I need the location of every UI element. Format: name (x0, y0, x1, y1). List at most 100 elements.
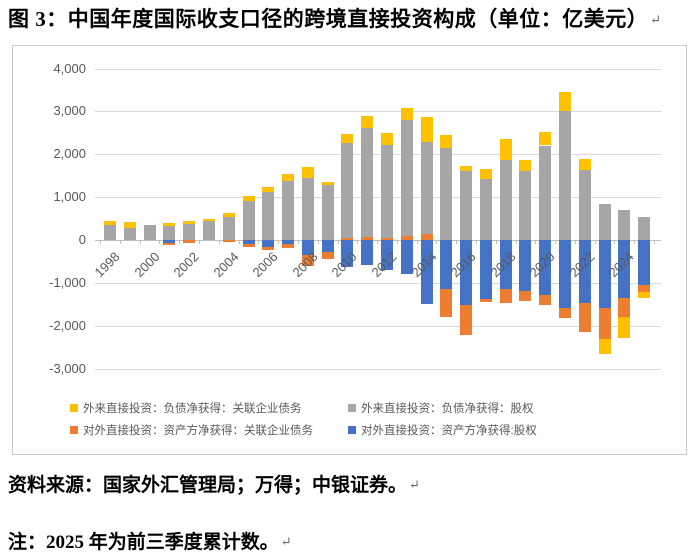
bar-segment-2019-odi-equity (519, 240, 532, 292)
gridline (95, 282, 661, 284)
legend-item-fdi-equity: 外来直接投资：负债净获得：股权 (348, 401, 534, 415)
bar-segment-2019-odi-affiliate-debt (519, 291, 532, 301)
bar-segment-2005-odi-affiliate-debt (242, 244, 255, 248)
bar-segment-2021-odi-equity (558, 240, 571, 308)
axis-tick (654, 240, 655, 244)
bar-segment-2022-odi-affiliate-debt (578, 303, 591, 332)
bar-segment-2021-odi-affiliate-debt (558, 307, 571, 318)
axis-tick (396, 240, 398, 244)
bar-segment-2016-fdi-equity (460, 171, 472, 240)
bar-segment-2022-fdi-equity (578, 169, 591, 240)
footnote: 注：2025 年为前三季度累计数。 ↵ (8, 527, 292, 554)
axis-tick (159, 240, 161, 244)
gridline (95, 154, 661, 156)
axis-tick (258, 240, 260, 244)
bar-segment-2002-fdi-equity (183, 223, 196, 240)
y-axis-tick-label: 2,000 (53, 146, 86, 162)
bar-segment-2009-odi-affiliate-debt (321, 251, 334, 260)
bar-segment-2022-fdi-affiliate-debt (578, 159, 591, 170)
bar-segment-2022-odi-equity (578, 240, 591, 304)
axis-tick (416, 240, 418, 244)
bar-segment-2005-fdi-affiliate-debt (242, 196, 255, 201)
y-axis-tick-label: -2,000 (49, 317, 86, 333)
bar-segment-2018-fdi-affiliate-debt (499, 138, 512, 160)
bar-segment-2014-odi-equity (420, 240, 433, 305)
figure-title: 图 3：中国年度国际收支口径的跨境直接投资构成（单位：亿美元） ↵ (8, 3, 693, 33)
bar-segment-2010-odi-affiliate-debt (341, 238, 354, 240)
bar-segment-2017-fdi-equity (479, 178, 492, 240)
bar-segment-2021-fdi-affiliate-debt (558, 91, 571, 111)
axis-tick (297, 240, 299, 244)
axis-tick (574, 240, 576, 244)
bar-segment-2016-fdi-affiliate-debt (460, 166, 472, 171)
bar-segment-1998-fdi-equity (104, 225, 116, 240)
bar-segment-2012-odi-affiliate-debt (380, 237, 393, 240)
bar-segment-2012-fdi-equity (380, 144, 393, 238)
y-axis-tick-label: 3,000 (53, 103, 86, 119)
bar-segment-2012-fdi-affiliate-debt (380, 132, 393, 145)
gridline (95, 197, 661, 199)
bar-segment-2007-fdi-equity (282, 180, 294, 240)
bar-segment-2018-fdi-equity (499, 159, 512, 240)
axis-tick (337, 240, 339, 244)
bar-segment-2010-fdi-equity (341, 142, 354, 238)
bar-segment-2004-fdi-equity (222, 216, 235, 240)
bar-segment-2003-fdi-affiliate-debt (202, 219, 215, 222)
axis-tick (614, 240, 616, 244)
bar-segment-2023-fdi-equity (598, 204, 611, 240)
bar-segment-2020-fdi-equity (539, 145, 552, 240)
bar-segment-2013-fdi-affiliate-debt (400, 108, 413, 120)
bar-segment-2002-odi-affiliate-debt (183, 240, 196, 243)
source-note-text: 资料来源：国家外汇管理局；万得；中银证券。 (8, 475, 408, 496)
axis-tick (555, 240, 557, 244)
bar-segment-2008-odi-equity (301, 240, 314, 255)
bar-segment-2024-odi-affiliate-debt (618, 297, 631, 317)
legend-item-fdi-affiliate-debt: 外来直接投资：负债净获得：关联企业债务 (70, 401, 302, 415)
bar-segment-2017-fdi-affiliate-debt (479, 168, 492, 179)
bar-segment-2025-odi-affiliate-debt (638, 285, 651, 293)
bar-segment-2020-odi-equity (539, 240, 552, 295)
bar-segment-2005-fdi-equity (242, 201, 255, 240)
bar-segment-2001-fdi-affiliate-debt (163, 222, 176, 227)
axis-tick (535, 240, 537, 244)
legend-label-odi-affiliate-debt: 对外直接投资：资产方净获得：关联企业债务 (83, 425, 313, 437)
axis-tick (594, 240, 596, 244)
bar-segment-2013-odi-affiliate-debt (400, 235, 413, 240)
source-note: 资料来源：国家外汇管理局；万得；中银证券。 ↵ (8, 470, 420, 497)
bar-segment-2009-fdi-equity (321, 184, 334, 240)
bar-segment-2011-fdi-equity (361, 128, 374, 237)
gridline (95, 368, 661, 370)
bar-segment-2008-fdi-affiliate-debt (301, 166, 314, 178)
bar-segment-2020-odi-affiliate-debt (539, 294, 552, 305)
bar-segment-2018-odi-equity (499, 240, 512, 290)
paragraph-mark-icon: ↵ (280, 534, 292, 549)
footnote-text: 注：2025 年为前三季度累计数。 (8, 532, 279, 553)
bar-segment-2001-fdi-equity (163, 226, 176, 240)
gridline (95, 68, 661, 70)
y-axis-tick-label: -3,000 (49, 360, 86, 376)
legend-label-odi-equity: 对外直接投资：资产方净获得:股权 (361, 425, 537, 437)
axis-tick (515, 240, 517, 244)
axis-tick (317, 240, 319, 244)
axis-tick (475, 240, 477, 244)
axis-tick (199, 240, 200, 244)
bar-segment-2019-fdi-affiliate-debt (519, 160, 532, 171)
bar-segment-2016-odi-affiliate-debt (460, 305, 472, 336)
bar-segment-1999-fdi-equity (123, 228, 136, 240)
paragraph-mark-icon: ↵ (650, 12, 662, 27)
bar-segment-2013-odi-equity (400, 240, 413, 275)
bar-segment-2005-odi-equity (242, 240, 255, 245)
y-axis-tick-label: 1,000 (53, 189, 86, 205)
axis-tick (278, 240, 280, 244)
bar-segment-2016-odi-equity (460, 240, 472, 306)
bar-segment-2000-fdi-equity (143, 225, 156, 240)
legend-label-fdi-affiliate-debt: 外来直接投资：负债净获得：关联企业债务 (83, 403, 302, 415)
bar-segment-2015-fdi-affiliate-debt (440, 135, 453, 149)
bar-segment-2004-fdi-affiliate-debt (222, 213, 235, 217)
legend-label-fdi-equity: 外来直接投资：负债净获得：股权 (361, 403, 534, 415)
bar-segment-2001-odi-affiliate-debt (163, 243, 176, 245)
bar-segment-2025-odi-equity (638, 240, 651, 285)
bar-segment-2011-fdi-affiliate-debt (361, 115, 374, 129)
bar-segment-2019-fdi-equity (519, 171, 532, 240)
axis-tick (436, 240, 438, 244)
